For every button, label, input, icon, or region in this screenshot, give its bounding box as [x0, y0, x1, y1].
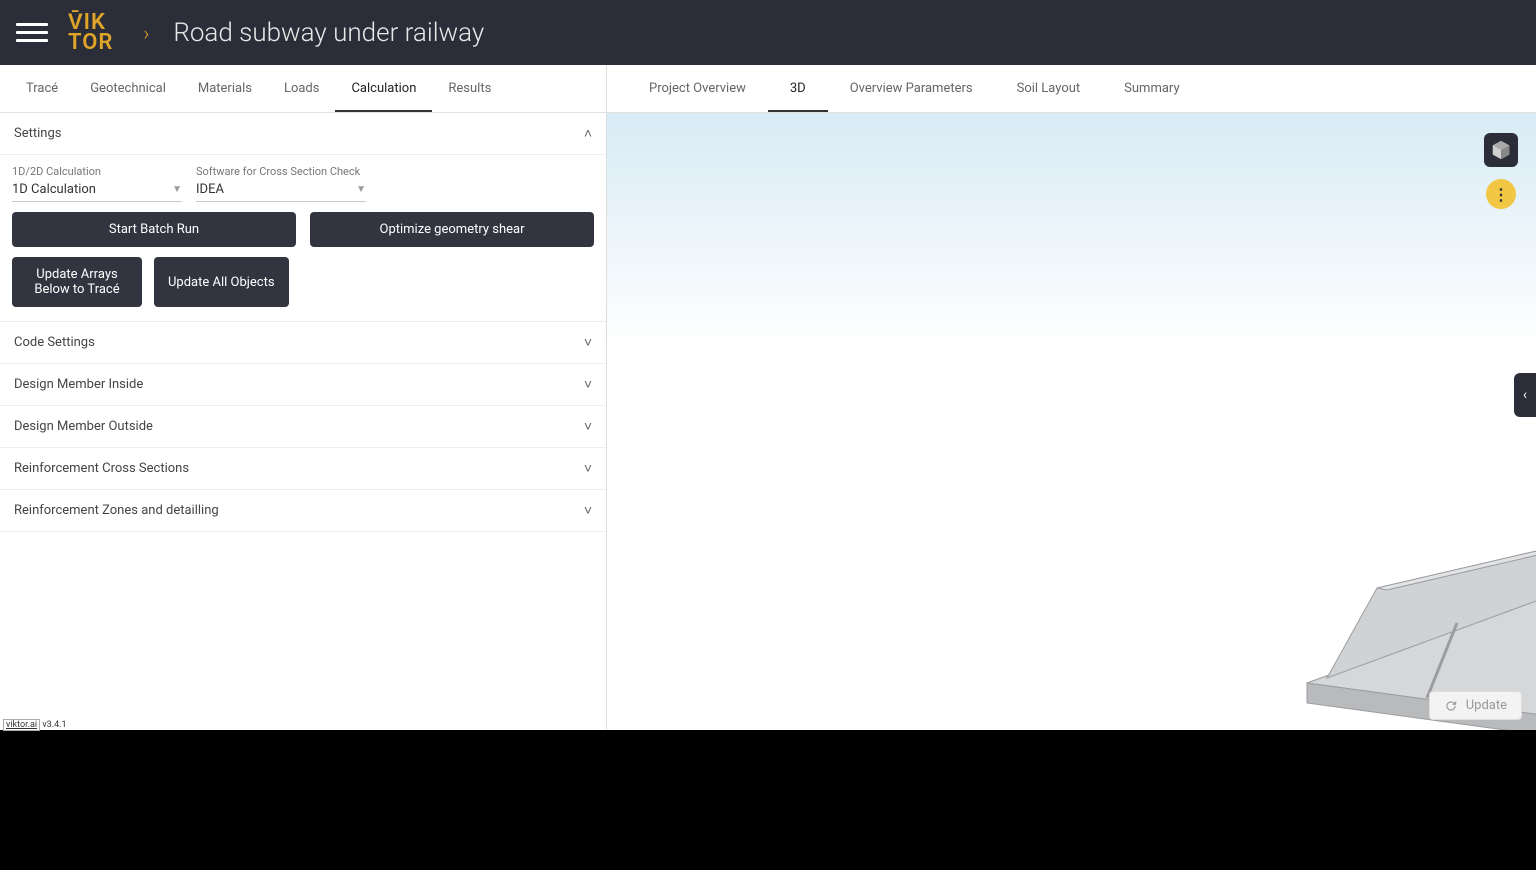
- refresh-icon: [1444, 699, 1458, 713]
- chevron-down-icon: ˅: [584, 334, 592, 351]
- acc-code-settings[interactable]: Code Settings ˅: [0, 322, 606, 364]
- software-label: Software for Cross Section Check: [196, 165, 366, 178]
- rtab-overview-parameters[interactable]: Overview Parameters: [828, 65, 995, 112]
- chevron-up-icon: ˄: [584, 125, 592, 142]
- viktor-logo[interactable]: V̄IKTOR: [68, 13, 113, 53]
- side-panel-toggle[interactable]: ‹: [1514, 373, 1536, 417]
- page-title: Road subway under railway: [173, 18, 484, 48]
- tab-calculation[interactable]: Calculation: [335, 65, 432, 112]
- left-tabs: Tracé Geotechnical Materials Loads Calcu…: [0, 65, 606, 113]
- calc-label: 1D/2D Calculation: [12, 165, 182, 178]
- update-arrays-button[interactable]: Update Arrays Below to Tracé: [12, 257, 142, 307]
- tab-results[interactable]: Results: [432, 65, 507, 112]
- view-cube-button[interactable]: [1484, 133, 1518, 167]
- rtab-3d[interactable]: 3D: [768, 65, 828, 112]
- acc-reinforcement-zones[interactable]: Reinforcement Zones and detailling ˅: [0, 490, 606, 532]
- left-panel: Tracé Geotechnical Materials Loads Calcu…: [0, 65, 607, 730]
- software-field[interactable]: Software for Cross Section Check IDEA ▼: [196, 165, 366, 202]
- 3d-viewport[interactable]: ⋮ ‹: [607, 113, 1536, 730]
- app-header: V̄IKTOR › Road subway under railway: [0, 0, 1536, 65]
- calc-field[interactable]: 1D/2D Calculation 1D Calculation ▼: [12, 165, 182, 202]
- chevron-down-icon: ˅: [584, 460, 592, 477]
- update-all-objects-button[interactable]: Update All Objects: [154, 257, 289, 307]
- calc-value: 1D Calculation: [12, 182, 96, 197]
- chevron-down-icon: ˅: [584, 418, 592, 435]
- tab-loads[interactable]: Loads: [268, 65, 336, 112]
- tab-materials[interactable]: Materials: [182, 65, 268, 112]
- rtab-soil-layout[interactable]: Soil Layout: [995, 65, 1103, 112]
- cube-icon: [1490, 139, 1512, 161]
- software-value: IDEA: [196, 182, 224, 197]
- settings-header[interactable]: Settings ˄: [0, 113, 606, 155]
- right-panel: Project Overview 3D Overview Parameters …: [607, 65, 1536, 730]
- settings-title: Settings: [14, 126, 61, 141]
- chevron-left-icon: ‹: [1523, 387, 1527, 403]
- breadcrumb-separator-icon: ›: [143, 21, 149, 45]
- more-icon: ⋮: [1493, 185, 1509, 204]
- acc-design-member-outside[interactable]: Design Member Outside ˅: [0, 406, 606, 448]
- settings-body: 1D/2D Calculation 1D Calculation ▼ Softw…: [0, 155, 606, 322]
- 3d-model-render: [1297, 448, 1536, 730]
- more-options-button[interactable]: ⋮: [1486, 179, 1516, 209]
- rtab-summary[interactable]: Summary: [1102, 65, 1201, 112]
- version-badge: viktor.ai v3.4.1: [3, 720, 67, 730]
- acc-design-member-inside[interactable]: Design Member Inside ˅: [0, 364, 606, 406]
- right-tabs: Project Overview 3D Overview Parameters …: [607, 65, 1536, 113]
- chevron-down-icon: ˅: [584, 376, 592, 393]
- tab-geotechnical[interactable]: Geotechnical: [74, 65, 182, 112]
- acc-reinforcement-cross-sections[interactable]: Reinforcement Cross Sections ˅: [0, 448, 606, 490]
- tab-trace[interactable]: Tracé: [10, 65, 74, 112]
- chevron-down-icon: ˅: [584, 502, 592, 519]
- menu-button[interactable]: [16, 17, 48, 49]
- update-button[interactable]: Update: [1429, 691, 1522, 720]
- optimize-geometry-button[interactable]: Optimize geometry shear: [310, 212, 594, 247]
- rtab-project-overview[interactable]: Project Overview: [627, 65, 768, 112]
- dropdown-icon: ▼: [356, 184, 366, 195]
- start-batch-run-button[interactable]: Start Batch Run: [12, 212, 296, 247]
- dropdown-icon: ▼: [172, 184, 182, 195]
